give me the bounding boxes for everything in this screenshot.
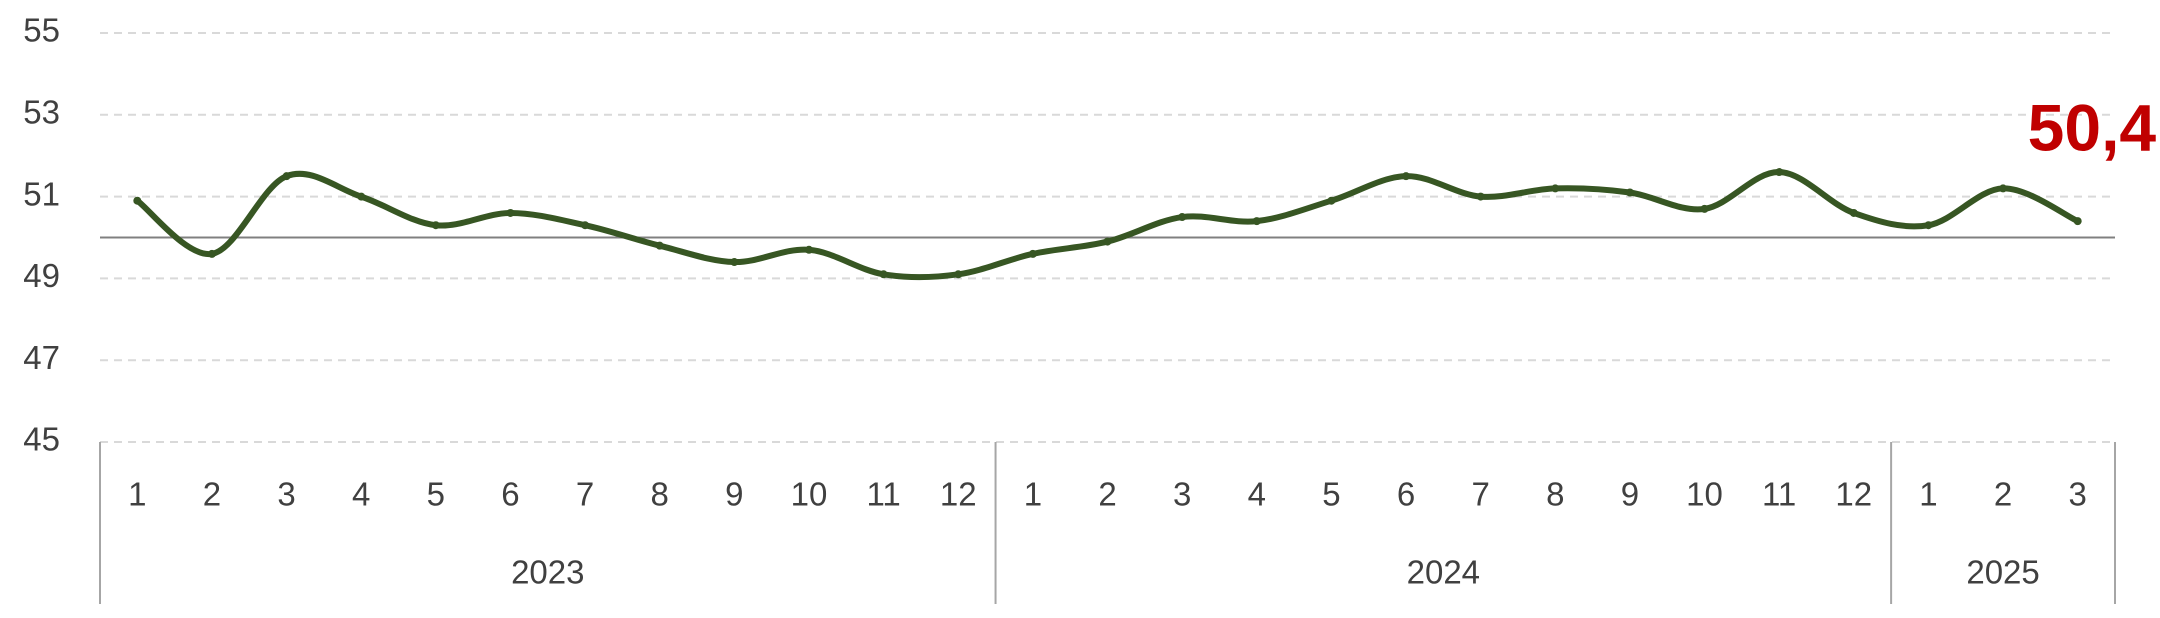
point bbox=[2074, 217, 2082, 225]
point bbox=[1850, 209, 1858, 217]
x-tick-label: 10 bbox=[1686, 476, 1723, 513]
point bbox=[1253, 217, 1261, 225]
y-tick-label: 53 bbox=[23, 94, 60, 131]
x-tick-label: 4 bbox=[352, 476, 370, 513]
point bbox=[1402, 172, 1410, 180]
point bbox=[805, 246, 813, 254]
point bbox=[1924, 221, 1932, 229]
x-tick-label: 8 bbox=[651, 476, 669, 513]
point bbox=[730, 258, 738, 266]
y-tick-label: 55 bbox=[23, 12, 60, 49]
y-tick-label: 51 bbox=[23, 175, 60, 212]
point bbox=[1178, 213, 1186, 221]
point bbox=[506, 209, 514, 217]
y-tick-label: 49 bbox=[23, 257, 60, 294]
x-tick-label: 5 bbox=[1322, 476, 1340, 513]
point bbox=[208, 250, 216, 258]
x-group-label: 2023 bbox=[511, 554, 584, 591]
value-label: 50,4 bbox=[2028, 91, 2157, 165]
point bbox=[1029, 250, 1037, 258]
x-tick-label: 11 bbox=[866, 476, 900, 513]
y-tick-label: 45 bbox=[23, 421, 60, 458]
x-tick-label: 1 bbox=[1024, 476, 1042, 513]
x-tick-label: 2 bbox=[203, 476, 221, 513]
point bbox=[1775, 168, 1783, 176]
x-tick-label: 3 bbox=[1173, 476, 1191, 513]
x-tick-label: 12 bbox=[1835, 476, 1872, 513]
point bbox=[1104, 238, 1112, 246]
x-group-label: 2024 bbox=[1407, 554, 1480, 591]
point bbox=[656, 242, 664, 250]
point bbox=[581, 221, 589, 229]
x-tick-label: 12 bbox=[940, 476, 977, 513]
x-tick-label: 9 bbox=[1621, 476, 1639, 513]
x-tick-label: 11 bbox=[1762, 476, 1796, 513]
point bbox=[954, 270, 962, 278]
x-tick-label: 7 bbox=[1471, 476, 1489, 513]
point bbox=[133, 197, 141, 205]
x-group-label: 2025 bbox=[1966, 554, 2039, 591]
x-tick-label: 8 bbox=[1546, 476, 1564, 513]
y-tick-label: 47 bbox=[23, 339, 60, 376]
x-tick-label: 7 bbox=[576, 476, 594, 513]
point bbox=[432, 221, 440, 229]
x-tick-label: 6 bbox=[1397, 476, 1415, 513]
x-tick-label: 1 bbox=[1919, 476, 1937, 513]
point bbox=[1701, 205, 1709, 213]
x-tick-label: 4 bbox=[1248, 476, 1266, 513]
series-line bbox=[137, 172, 2077, 277]
x-tick-label: 2 bbox=[1994, 476, 2012, 513]
x-tick-label: 3 bbox=[277, 476, 295, 513]
x-tick-label: 5 bbox=[427, 476, 445, 513]
x-tick-label: 6 bbox=[501, 476, 519, 513]
point bbox=[1477, 193, 1485, 201]
point bbox=[1551, 184, 1559, 192]
x-tick-label: 10 bbox=[791, 476, 828, 513]
point bbox=[357, 193, 365, 201]
point bbox=[1327, 197, 1335, 205]
point bbox=[1626, 189, 1634, 197]
point bbox=[1999, 184, 2007, 192]
point bbox=[283, 172, 291, 180]
x-tick-label: 9 bbox=[725, 476, 743, 513]
point bbox=[880, 270, 888, 278]
x-tick-label: 1 bbox=[128, 476, 146, 513]
x-tick-label: 3 bbox=[2069, 476, 2087, 513]
x-tick-label: 2 bbox=[1098, 476, 1116, 513]
